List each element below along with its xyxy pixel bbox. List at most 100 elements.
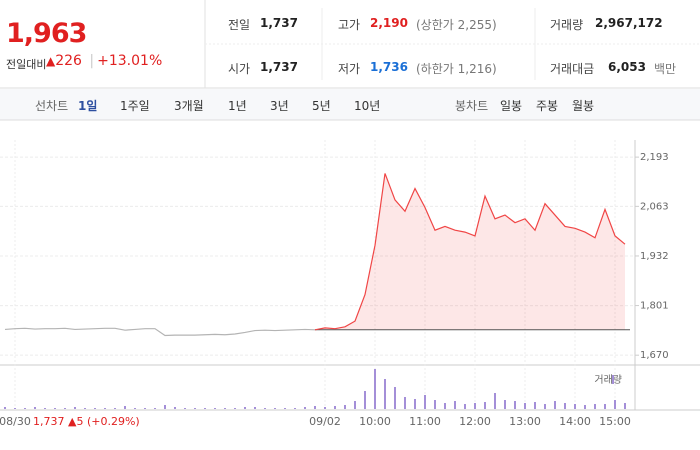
volume-bar [174, 407, 176, 409]
volume-bar [454, 401, 456, 409]
up-arrow: ▲ [46, 54, 56, 68]
stat-label: 거래량 [550, 18, 584, 32]
volume-bar [334, 406, 336, 409]
volume-bar [434, 400, 436, 409]
change-label: 전일대비 [6, 58, 47, 71]
volume-bar [34, 407, 36, 409]
volume-bar [364, 391, 366, 409]
stat-label: 거래대금 [550, 62, 595, 76]
volume-bar [414, 399, 416, 409]
period-tab[interactable]: 5년 [312, 99, 331, 113]
volume-bar [264, 408, 266, 409]
volume-bar [474, 403, 476, 409]
change: ▲226 | +13.01% [46, 53, 162, 69]
volume-bar [64, 408, 66, 409]
change-value: 226 [55, 53, 82, 69]
period-tab[interactable]: 1주일 [120, 99, 150, 113]
volume-bar [404, 397, 406, 409]
y-tick-label: 1,932 [640, 251, 669, 262]
volume-bar [84, 408, 86, 409]
volume-bar [464, 404, 466, 409]
volume-bar [274, 408, 276, 409]
volume-legend: 거래량 [594, 374, 622, 386]
volume-legend-swatch [612, 375, 614, 384]
candle-tab[interactable]: 일봉 [500, 99, 523, 113]
volume-bar [294, 408, 296, 409]
volume-bar [14, 408, 16, 409]
volume-bar [184, 408, 186, 409]
volume-bar [284, 408, 286, 409]
volume-bar [624, 403, 626, 409]
stat-value: 1,737 [260, 60, 298, 74]
volume-bar [324, 407, 326, 409]
volume-bar [614, 400, 616, 409]
volume-bar [104, 408, 106, 409]
volume-bar [534, 402, 536, 409]
stat-value: 1,736 [370, 60, 408, 74]
volume-bar [424, 395, 426, 409]
volume-bar [574, 404, 576, 409]
y-tick-label: 1,801 [640, 301, 669, 312]
volume-bar [94, 408, 96, 409]
x-tick-label: 10:00 [359, 415, 391, 428]
stat-value: 1,737 [260, 16, 298, 30]
period-tab[interactable]: 1일 [78, 99, 98, 113]
stat-note: (상한가 2,255) [416, 18, 497, 32]
volume-bar [494, 393, 496, 409]
volume-bar [74, 407, 76, 409]
stat-value: 6,053 [608, 60, 646, 74]
volume-bar [384, 379, 386, 409]
volume-bar [524, 403, 526, 409]
y-tick-label: 1,670 [640, 350, 669, 361]
stat-label: 시가 [228, 62, 251, 76]
period-tab[interactable]: 10년 [354, 99, 381, 113]
volume-bar [154, 408, 156, 409]
volume-bar [484, 402, 486, 409]
volume-bar [504, 400, 506, 409]
sep: | [89, 53, 95, 69]
volume-bar [134, 408, 136, 409]
period-tab[interactable]: 1년 [228, 99, 247, 113]
volume-bar [114, 408, 116, 409]
stat-value: 2,967,172 [595, 16, 663, 30]
area [315, 173, 625, 330]
candle-tab[interactable]: 주봉 [536, 99, 559, 113]
stat-label: 고가 [338, 18, 361, 32]
volume-bar [604, 404, 606, 409]
volume-bar [304, 407, 306, 409]
period-tab[interactable]: 3개월 [174, 99, 204, 113]
y-tick-label: 2,063 [640, 201, 669, 212]
x-tick-label: 08/30 [0, 415, 31, 428]
volume-bar [44, 408, 46, 409]
x-tick-label: 13:00 [509, 415, 541, 428]
volume-bar [144, 408, 146, 409]
volume-bar [394, 387, 396, 409]
stat-note: 백만 [654, 62, 677, 76]
volume-bar [554, 401, 556, 409]
annotation: 1,737 ▲5 (+0.29%) [33, 415, 140, 428]
volume-bar [24, 408, 26, 409]
volume-bar [514, 401, 516, 409]
volume-bar [584, 405, 586, 409]
change-pct: +13.01% [97, 53, 163, 69]
price: 1,963 [6, 18, 87, 49]
line [4, 327, 316, 337]
volume-bar [194, 408, 196, 409]
tab-bar [0, 89, 700, 120]
x-tick-label: 14:00 [559, 415, 591, 428]
stat-value: 2,190 [370, 16, 408, 30]
stat-note: (하한가 1,216) [416, 62, 497, 76]
period-tab[interactable]: 3년 [270, 99, 289, 113]
volume-bar [314, 406, 316, 409]
y-tick-label: 2,193 [640, 152, 669, 163]
line [314, 173, 626, 331]
volume-bar [594, 404, 596, 409]
candle-tab[interactable]: 월봉 [572, 99, 595, 113]
volume-bar [254, 407, 256, 409]
stat-label: 전일 [228, 18, 251, 32]
volume-bar [344, 405, 346, 409]
volume-bar [354, 401, 356, 409]
volume-bar [234, 408, 236, 409]
volume-bar [224, 408, 226, 409]
